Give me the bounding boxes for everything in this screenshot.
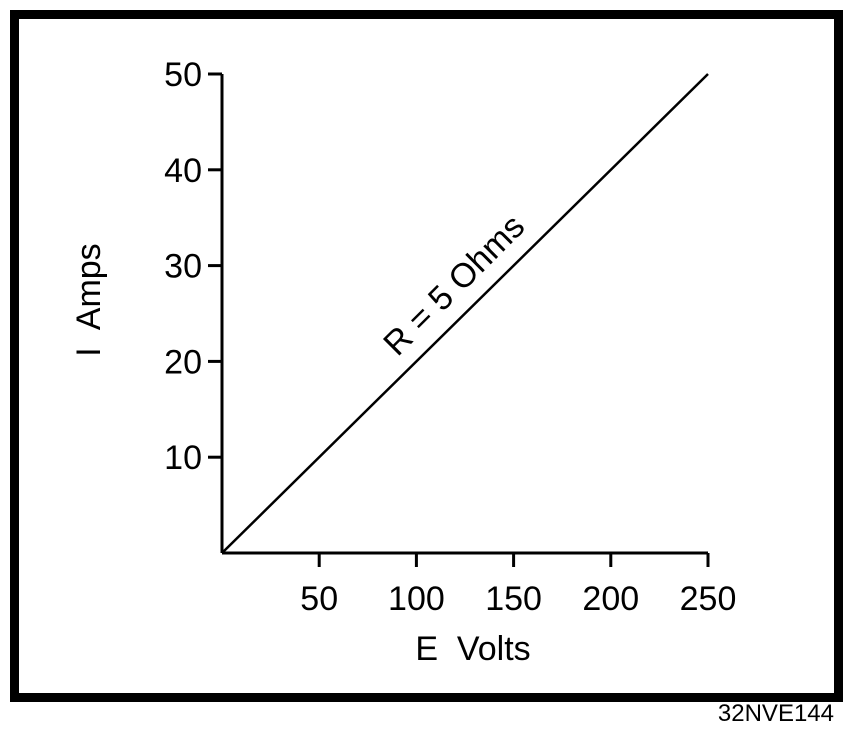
x-tick-label: 50 <box>300 580 338 618</box>
series-line <box>221 73 709 554</box>
y-axis-label: I Amps <box>70 243 108 356</box>
y-tick-label: 20 <box>164 343 202 381</box>
x-ticks: 50 100 150 200 250 <box>300 553 736 618</box>
y-tick-label: 50 <box>164 56 202 94</box>
axes <box>220 74 708 555</box>
x-tick-label: 200 <box>582 580 639 618</box>
y-ticks: 10 20 30 40 50 <box>164 56 222 477</box>
line-annotation: R = 5 Ohms <box>376 207 532 363</box>
series-layer <box>221 73 709 554</box>
figure-id: 32NVE144 <box>717 700 834 727</box>
y-tick-label: 10 <box>164 439 202 477</box>
x-tick-label: 250 <box>680 580 737 618</box>
chart-frame <box>10 10 843 702</box>
y-tick-label: 30 <box>164 248 202 286</box>
y-tick-label: 40 <box>164 152 202 190</box>
x-tick-label: 150 <box>485 580 542 618</box>
x-tick-label: 100 <box>388 580 445 618</box>
x-axis-label: E Volts <box>415 630 530 668</box>
